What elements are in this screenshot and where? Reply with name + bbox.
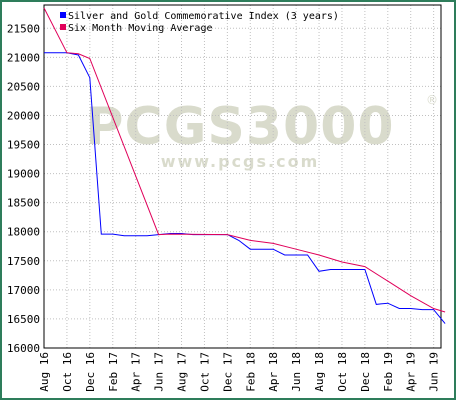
x-tick-label: Aug 18: [313, 352, 326, 392]
x-tick-label: Dec 16: [84, 352, 97, 392]
y-tick-label: 21500: [7, 22, 40, 35]
x-tick-label: Oct 17: [198, 352, 211, 392]
x-tick-label: Feb 19: [382, 352, 395, 392]
x-tick-label: Oct 18: [336, 352, 349, 392]
x-tick-label: Oct 16: [61, 352, 74, 392]
x-tick-label: Aug 16: [38, 352, 51, 392]
y-tick-label: 17500: [7, 255, 40, 268]
x-tick-label: Feb 18: [244, 352, 257, 392]
x-tick-label: Jun 19: [428, 352, 441, 392]
x-tick-label: Apr 17: [130, 352, 143, 392]
grid: [43, 5, 441, 349]
watermark-url-text: www.pcgs.com: [161, 152, 320, 171]
legend-label-2: Six Month Moving Average: [68, 23, 213, 34]
x-tick-label: Apr 19: [405, 352, 418, 392]
series-lines: [43, 7, 446, 324]
y-tick-label: 18000: [7, 226, 40, 239]
x-tick-label: Apr 18: [267, 352, 280, 392]
series-line-2: [43, 7, 446, 313]
legend-swatch-1: [60, 12, 66, 18]
y-axis-ticks: 16000 16500 17000 17500 18000 18500 19000 19500…: [7, 22, 40, 355]
x-tick-label: Jun 17: [153, 352, 166, 392]
y-tick-label: 18500: [7, 197, 40, 210]
y-tick-label: 20500: [7, 80, 40, 93]
legend-label-1: Silver and Gold Commemorative Index (3 y…: [68, 11, 339, 22]
pcgs3000-watermark: PCGS3000 ® www.pcgs.com: [85, 93, 438, 171]
y-tick-label: 17000: [7, 284, 40, 297]
legend-swatch-2: [60, 24, 66, 30]
y-tick-label: 20000: [7, 109, 40, 122]
legend: Silver and Gold Commemorative Index (3 y…: [60, 11, 339, 34]
x-tick-label: Jun 18: [290, 352, 303, 392]
series-line-1: [44, 52, 446, 324]
y-tick-label: 21000: [7, 51, 40, 64]
watermark-registered-mark: ®: [426, 93, 438, 107]
plot-area-border: [43, 4, 442, 349]
x-tick-label: Aug 17: [176, 352, 189, 392]
y-tick-label: 19000: [7, 168, 40, 181]
x-tick-label: Feb 17: [107, 352, 120, 392]
y-tick-label: 16500: [7, 313, 40, 326]
x-tick-label: Dec 17: [221, 352, 234, 392]
x-tick-label: Dec 18: [359, 352, 372, 392]
x-axis-ticks: Aug 16 Oct 16 Dec 16 Feb 17 Apr 17 Jun 17 Aug …: [38, 352, 441, 392]
y-tick-label: 19500: [7, 139, 40, 152]
y-tick-label: 16000: [7, 342, 40, 355]
watermark-main-text: PCGS3000: [85, 97, 394, 157]
